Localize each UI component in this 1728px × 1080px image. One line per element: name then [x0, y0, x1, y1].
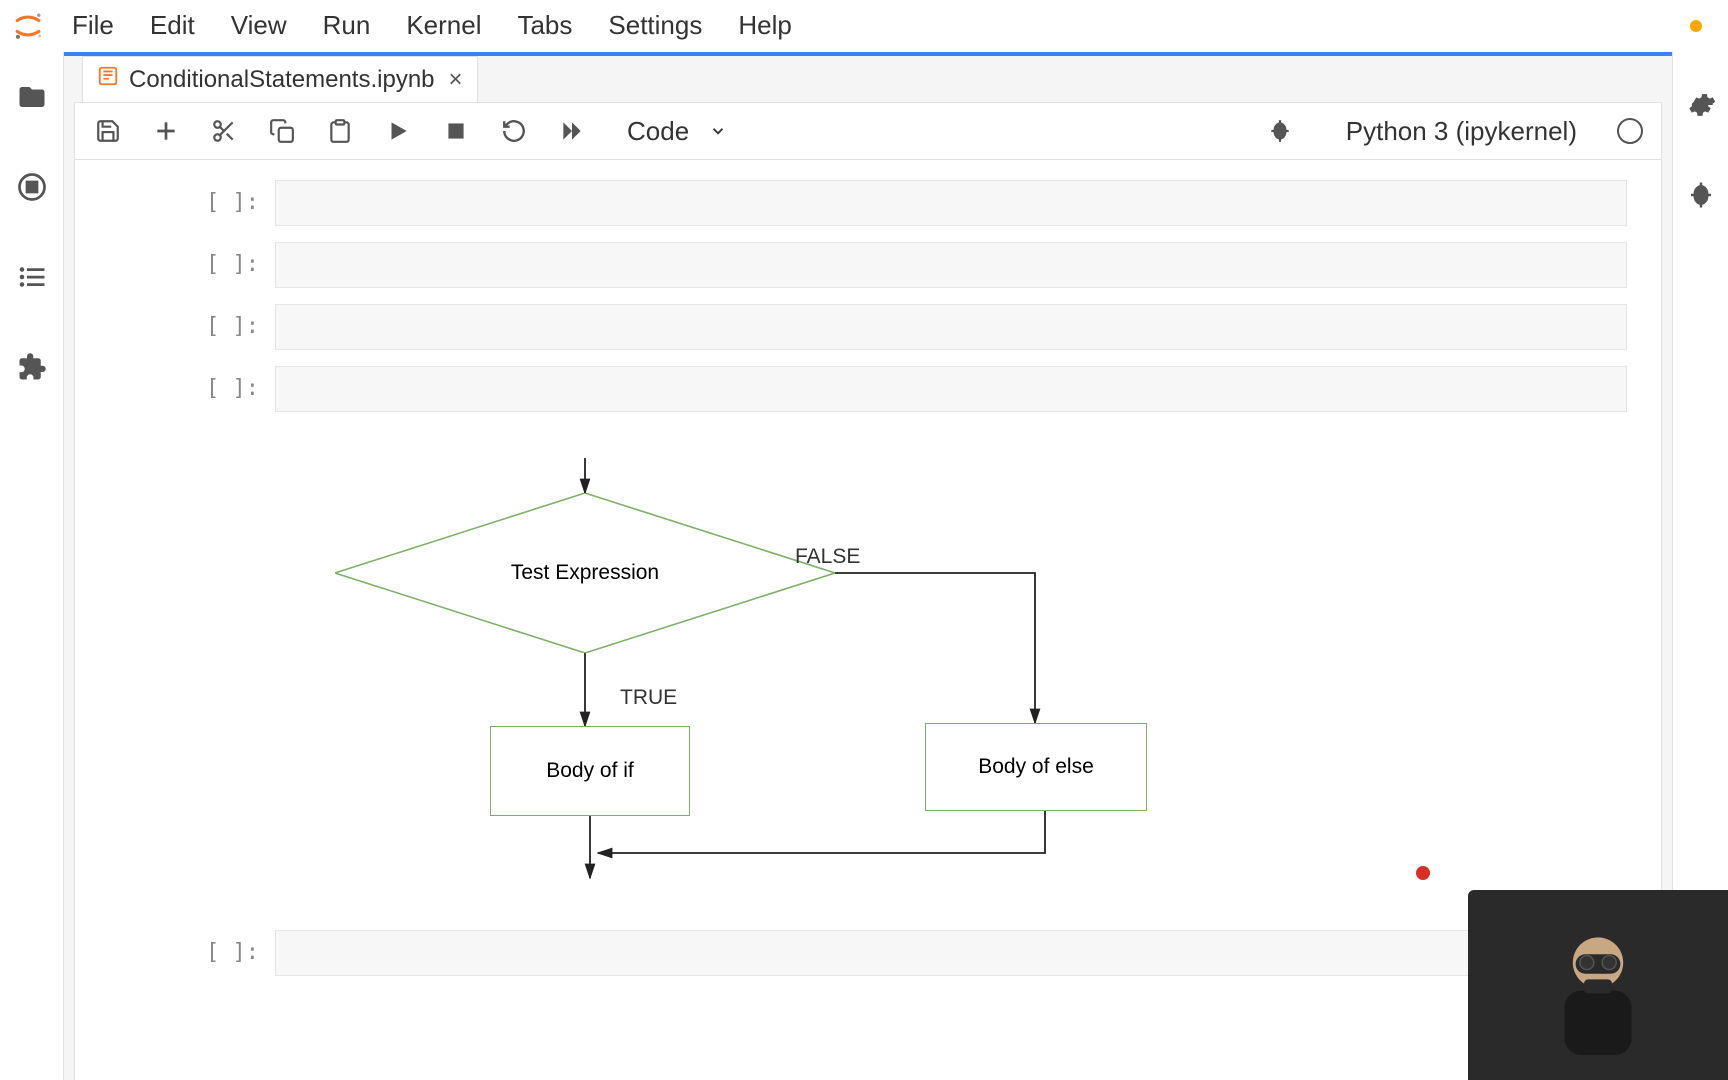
paste-button[interactable] — [325, 116, 355, 146]
kernel-name[interactable]: Python 3 (ipykernel) — [1346, 116, 1577, 147]
code-cell[interactable]: [ ]: — [75, 296, 1661, 358]
unsaved-indicator-icon — [1690, 20, 1702, 32]
chevron-down-icon — [709, 122, 727, 140]
notebook-toolbar: Code Python 3 (ipykernel) — [74, 102, 1662, 160]
file-browser-icon[interactable] — [15, 80, 49, 114]
running-terminals-icon[interactable] — [15, 170, 49, 204]
notebook-icon — [97, 65, 119, 94]
save-button[interactable] — [93, 116, 123, 146]
menu-run[interactable]: Run — [323, 10, 371, 41]
restart-run-all-button[interactable] — [557, 116, 587, 146]
cell-input-area[interactable] — [275, 242, 1627, 288]
property-inspector-icon[interactable] — [1684, 88, 1718, 122]
debugger-panel-icon[interactable] — [1684, 178, 1718, 212]
menu-view[interactable]: View — [231, 10, 287, 41]
copy-button[interactable] — [267, 116, 297, 146]
cell-input-area[interactable] — [275, 180, 1627, 226]
cell-prompt: [ ]: — [75, 304, 275, 350]
cell-input-area[interactable] — [275, 930, 1627, 976]
notebook-body: [ ]: [ ]: [ ]: [ ]: Test Expression Body … — [74, 160, 1662, 1080]
flowchart-node-test: Test Expression — [335, 493, 835, 653]
cell-type-label: Code — [627, 116, 689, 147]
kernel-status-icon[interactable] — [1617, 118, 1643, 144]
cut-button[interactable] — [209, 116, 239, 146]
menu-items: File Edit View Run Kernel Tabs Settings … — [72, 10, 792, 41]
cell-input-area[interactable] — [275, 366, 1627, 412]
menu-file[interactable]: File — [72, 10, 114, 41]
jupyter-logo[interactable] — [8, 6, 48, 46]
cell-type-selector[interactable]: Code — [627, 116, 727, 147]
restart-button[interactable] — [499, 116, 529, 146]
left-activity-bar — [0, 52, 64, 1080]
menu-help[interactable]: Help — [738, 10, 791, 41]
extension-manager-icon[interactable] — [15, 350, 49, 384]
menu-edit[interactable]: Edit — [150, 10, 195, 41]
code-cell[interactable]: [ ]: — [75, 172, 1661, 234]
insert-cell-button[interactable] — [151, 116, 181, 146]
cell-prompt: [ ]: — [75, 242, 275, 288]
flowchart-node-elsebody: Body of else — [925, 723, 1147, 811]
cell-input-area[interactable] — [275, 304, 1627, 350]
recording-indicator-icon — [1416, 866, 1430, 880]
flowchart-node-ifbody: Body of if — [490, 726, 690, 816]
run-button[interactable] — [383, 116, 413, 146]
webcam-overlay — [1468, 890, 1728, 1080]
tab-conditionalstatements[interactable]: ConditionalStatements.ipynb × — [82, 56, 478, 102]
code-cell[interactable]: [ ]: — [75, 922, 1661, 984]
menu-tabs[interactable]: Tabs — [517, 10, 572, 41]
close-icon[interactable]: × — [449, 66, 463, 94]
menubar: File Edit View Run Kernel Tabs Settings … — [0, 0, 1728, 52]
flowchart-edge-label: FALSE — [795, 545, 860, 569]
cell-prompt: [ ]: — [75, 180, 275, 226]
menu-settings[interactable]: Settings — [608, 10, 702, 41]
flowchart-output: Test Expression Body of if Body of else TRU… — [75, 420, 1661, 898]
code-cell[interactable]: [ ]: — [75, 234, 1661, 296]
table-of-contents-icon[interactable] — [15, 260, 49, 294]
cell-prompt: [ ]: — [75, 930, 275, 976]
tab-title: ConditionalStatements.ipynb — [129, 66, 435, 94]
interrupt-button[interactable] — [441, 116, 471, 146]
menu-kernel[interactable]: Kernel — [406, 10, 481, 41]
debugger-icon[interactable] — [1266, 117, 1294, 145]
flowchart-edge-label: TRUE — [620, 686, 677, 710]
cell-prompt: [ ]: — [75, 366, 275, 412]
notebook-panel: ConditionalStatements.ipynb × — [64, 52, 1672, 1080]
code-cell[interactable]: [ ]: — [75, 358, 1661, 420]
tab-bar: ConditionalStatements.ipynb × — [64, 52, 1672, 102]
